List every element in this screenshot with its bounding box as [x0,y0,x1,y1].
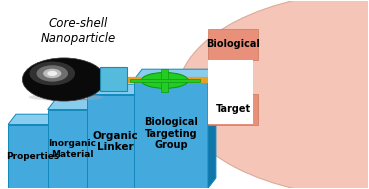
Text: Organic
Linker: Organic Linker [92,131,138,152]
Polygon shape [87,84,151,94]
Text: Target: Target [215,104,251,114]
Polygon shape [48,109,96,188]
Ellipse shape [29,93,103,101]
Bar [161,69,168,92]
Polygon shape [87,94,143,188]
Bar [208,60,254,124]
Text: Properties: Properties [6,152,59,161]
Polygon shape [134,80,208,188]
Ellipse shape [141,73,188,88]
Polygon shape [57,114,65,188]
Circle shape [177,0,369,189]
Polygon shape [96,99,104,188]
Bar [100,67,127,91]
Polygon shape [8,125,57,188]
Polygon shape [208,69,216,188]
Bar [130,79,200,82]
Circle shape [23,58,105,101]
Polygon shape [48,99,104,109]
Bar [208,94,258,125]
Text: Biological
Targeting
Group: Biological Targeting Group [144,117,198,150]
Polygon shape [134,69,216,80]
Circle shape [37,65,68,82]
Bar [208,29,258,60]
Circle shape [30,62,75,85]
Text: Core-shell
Nanoparticle: Core-shell Nanoparticle [41,17,116,45]
Circle shape [43,69,61,78]
Circle shape [47,71,57,76]
Text: Inorganic
Material: Inorganic Material [48,139,96,159]
Polygon shape [143,84,151,188]
Text: Biological: Biological [206,39,260,49]
Polygon shape [8,114,65,125]
